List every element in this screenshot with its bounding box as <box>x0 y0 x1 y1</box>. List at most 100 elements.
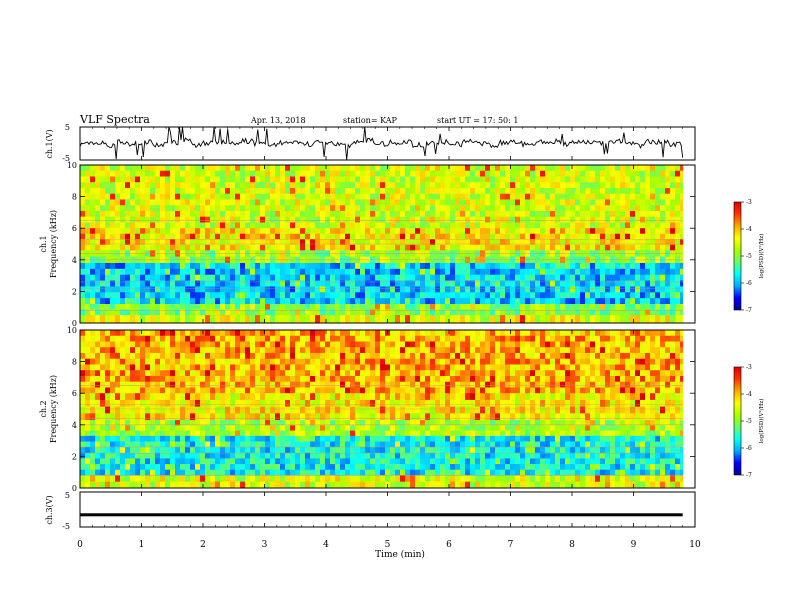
spectrogram-cell <box>480 387 486 394</box>
spectrogram-cell <box>500 274 506 282</box>
spectrogram-cell <box>235 182 241 189</box>
spectrogram-cell <box>105 292 111 299</box>
spectrogram-cell <box>340 292 346 299</box>
spectrogram-cell <box>530 352 536 360</box>
spectrogram-cell <box>200 358 206 366</box>
spectrogram-cell <box>420 335 426 343</box>
spectrogram-cell <box>155 210 161 218</box>
spectrogram-cell <box>275 352 281 360</box>
ch1-ytick-bottom: -5 <box>62 154 70 163</box>
spectrogram-cell <box>145 210 151 218</box>
spectrogram-cell <box>290 381 296 389</box>
spectrogram-cell <box>285 280 291 288</box>
spectrogram-cell <box>595 199 601 206</box>
spectrogram-cell <box>115 256 121 264</box>
spectrogram-cell <box>430 256 436 264</box>
spectrogram-cell <box>215 165 221 172</box>
spectrogram-cell <box>565 250 571 258</box>
spectrogram-cell <box>385 250 391 258</box>
spectrogram-cell <box>510 330 516 337</box>
spectrogram-cell <box>220 347 226 354</box>
spectrogram-cell <box>510 304 516 311</box>
spectrogram-cell <box>560 222 566 229</box>
spectrogram-cell <box>140 193 146 201</box>
spectrogram-cell <box>245 176 251 183</box>
spectrogram-cell <box>135 193 141 201</box>
spectrogram-cell <box>395 222 401 229</box>
spectrogram-cell <box>560 244 566 251</box>
spectrogram-cell <box>645 233 651 240</box>
spectrogram-cell <box>540 298 546 305</box>
spectrogram-cell <box>95 413 101 421</box>
spectrogram-cell <box>315 222 321 229</box>
spectrogram-cell <box>345 193 351 201</box>
spectrogram-cell <box>450 239 456 246</box>
spectrogram-cell <box>465 304 471 311</box>
spectrogram-cell <box>245 268 251 276</box>
spectrogram-cell <box>630 262 636 270</box>
spectrogram-cell <box>370 280 376 288</box>
spectrogram-cell <box>500 239 506 246</box>
spectrogram-cell <box>395 298 401 305</box>
spectrogram-cell <box>505 222 511 229</box>
spectrogram-cell <box>565 176 571 183</box>
spectrogram-cell <box>135 244 141 251</box>
spectrogram-cell <box>340 210 346 218</box>
spectrogram-cell <box>225 399 231 408</box>
spectrogram-cell <box>570 274 576 282</box>
spectrogram-cell <box>190 274 196 282</box>
spectrogram-cell <box>640 286 646 293</box>
spectrogram-cell <box>670 330 676 337</box>
spectrogram-cell <box>330 216 336 224</box>
spectrogram-cell <box>205 205 211 212</box>
spectrogram-cell <box>490 286 496 293</box>
spectrogram-cell <box>260 193 266 201</box>
spectrogram-cell <box>155 182 161 189</box>
spectrogram-cell <box>180 370 186 377</box>
spectrogram-cell <box>660 352 666 360</box>
spectrogram-cell <box>255 244 261 251</box>
spectrogram-cell <box>425 315 431 323</box>
spectrogram-cell <box>575 250 581 258</box>
spectrogram-cell <box>180 298 186 305</box>
spectrogram-cell <box>380 233 386 240</box>
spectrogram-cell <box>400 176 406 183</box>
spectrogram-cell <box>550 298 556 305</box>
spectrogram-cell <box>190 280 196 288</box>
spectrogram-cell <box>100 375 106 383</box>
spectrogram-cell <box>295 205 301 212</box>
spectrogram-cell <box>205 387 211 394</box>
spectrogram-cell <box>660 262 666 270</box>
spectrogram-cell <box>380 330 386 337</box>
spectrogram-cell <box>270 268 276 276</box>
spectrogram-cell <box>240 280 246 288</box>
spectrogram-cell <box>220 182 226 189</box>
spectrogram-cell <box>660 228 666 235</box>
spectrogram-cell <box>545 193 551 201</box>
spectrogram-cell <box>330 187 336 195</box>
spectrogram-cell <box>220 341 226 348</box>
spectrogram-cell <box>335 358 341 366</box>
spectrogram-cell <box>445 205 451 212</box>
spectrogram-cell <box>175 393 181 401</box>
spectrogram-cell <box>140 244 146 251</box>
spectrogram-cell <box>255 199 261 206</box>
spectrogram-cell <box>580 268 586 276</box>
spectrogram-cell <box>270 387 276 394</box>
spectrogram-cell <box>670 205 676 212</box>
spectrogram-cell <box>345 370 351 377</box>
spectrogram-cell <box>620 228 626 235</box>
spectrogram-cell <box>325 304 331 311</box>
spectrogram-cell <box>380 358 386 366</box>
spectrogram-cell <box>620 309 626 316</box>
spectrogram-cell <box>360 244 366 251</box>
spectrogram-cell <box>625 315 631 323</box>
spectrogram-cell <box>530 292 536 299</box>
spectrogram-cell <box>230 250 236 258</box>
spectrogram-cell <box>550 239 556 246</box>
spectrogram-cell <box>315 335 321 343</box>
spectrogram-cell <box>100 347 106 354</box>
spectrogram-cell <box>120 370 126 377</box>
spectrogram-cell <box>635 330 641 337</box>
spectrogram-cell <box>95 239 101 246</box>
